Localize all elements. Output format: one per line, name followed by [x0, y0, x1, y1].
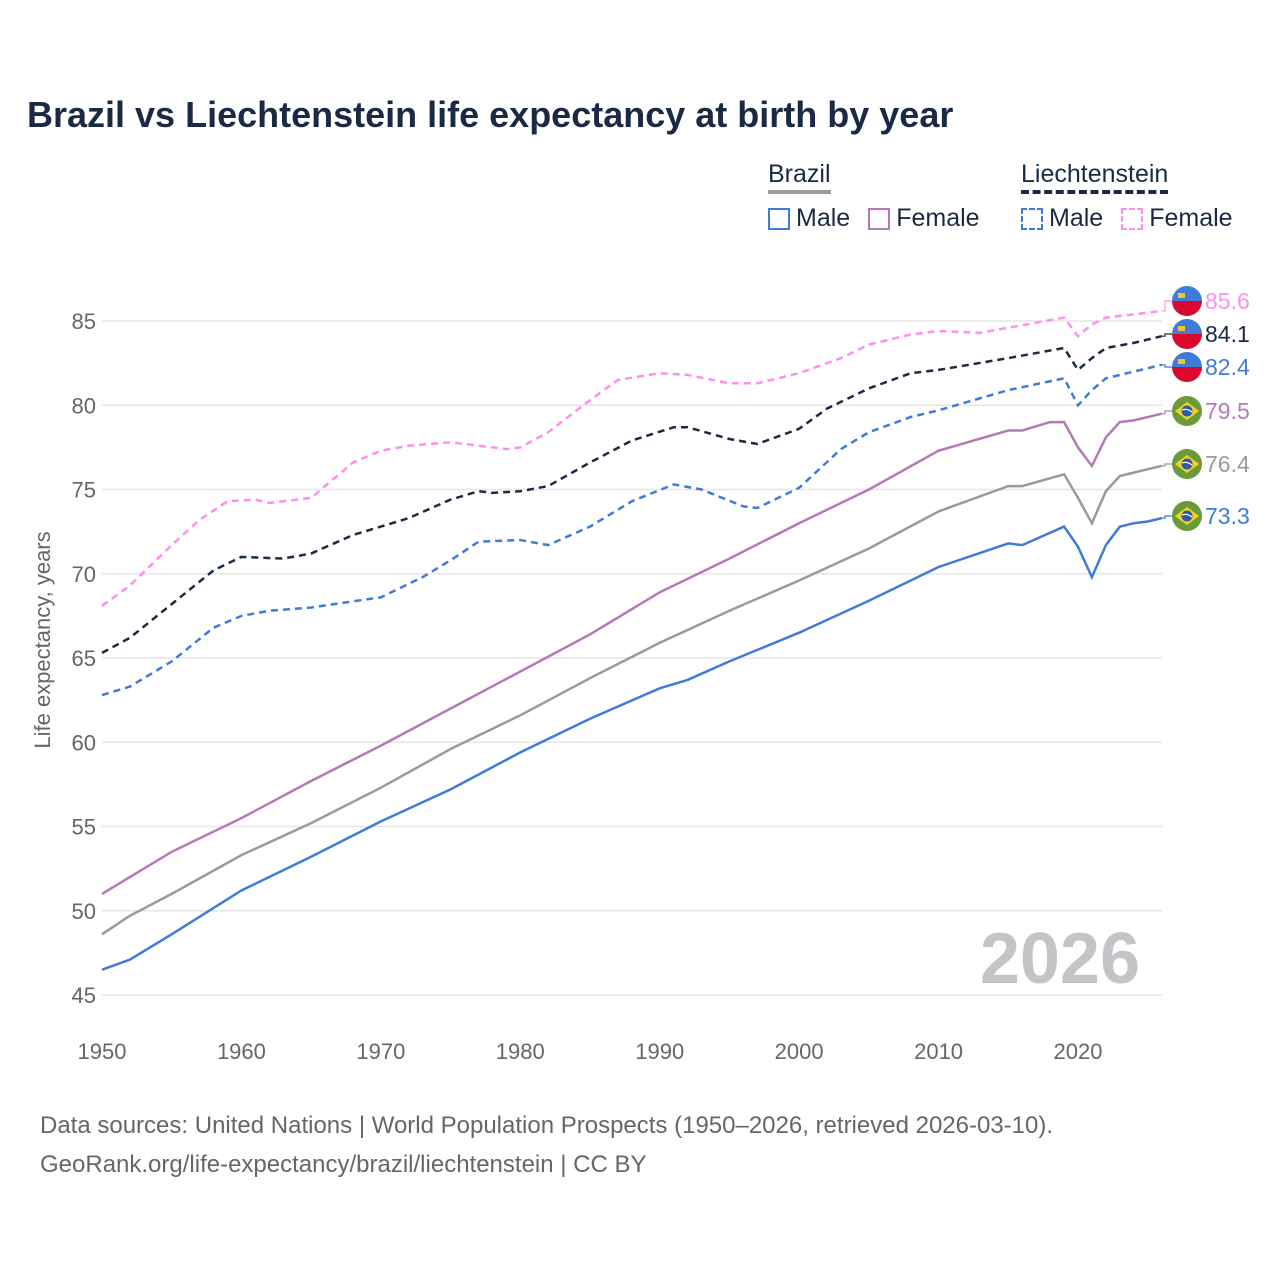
series-line-liechtenstein-female [101, 309, 1162, 607]
brazil-flag-icon [1172, 396, 1202, 426]
legend-item-liechtenstein-male[interactable]: Male [1021, 204, 1103, 233]
y-tick-label: 75 [72, 478, 96, 503]
legend-item-brazil-male[interactable]: Male [768, 204, 850, 233]
legend-liechtenstein-heading: Liechtenstein [1021, 160, 1169, 194]
legend-label: Male [796, 204, 851, 232]
liechtenstein-flag-icon [1172, 319, 1202, 349]
x-tick-label: 2020 [1054, 1039, 1103, 1064]
legend-label: Male [1049, 204, 1104, 232]
end-value-label: 84.1 [1205, 321, 1250, 347]
liechtenstein-flag-icon [1172, 352, 1202, 382]
legend-brazil-heading: Brazil [768, 160, 831, 194]
x-tick-label: 1990 [635, 1039, 684, 1064]
x-tick-label: 1950 [78, 1039, 127, 1064]
y-tick-label: 55 [72, 815, 96, 840]
y-tick-label: 85 [72, 309, 96, 334]
y-tick-label: 65 [72, 646, 96, 671]
series-line-brazil-female [101, 412, 1162, 895]
y-tick-label: 70 [72, 562, 96, 587]
end-value-label: 76.4 [1205, 451, 1250, 477]
x-tick-label: 1980 [496, 1039, 545, 1064]
legend-item-liechtenstein-female[interactable]: Female [1121, 204, 1233, 233]
x-tick-label: 1960 [217, 1039, 266, 1064]
end-value-label: 82.4 [1205, 354, 1250, 380]
end-connector [1161, 364, 1172, 368]
y-tick-label: 80 [72, 393, 96, 418]
y-axis-label: Life expectancy, years [30, 531, 55, 748]
brazil-flag-icon [1172, 501, 1202, 531]
legend-item-brazil-female[interactable]: Female [868, 204, 980, 233]
end-connector [1161, 300, 1172, 312]
legend-swatch [868, 207, 891, 230]
chart-title: Brazil vs Liechtenstein life expectancy … [27, 94, 954, 135]
source-line-1: Data sources: United Nations | World Pop… [40, 1112, 1054, 1139]
end-connector [1161, 463, 1172, 467]
end-connector [1161, 333, 1172, 337]
legend-label: Female [1149, 204, 1233, 232]
y-tick-label: 45 [72, 983, 96, 1008]
end-value-label: 79.5 [1205, 398, 1250, 424]
end-value-label: 73.3 [1205, 503, 1250, 529]
y-tick-label: 50 [72, 899, 96, 924]
y-tick-label: 60 [72, 730, 96, 755]
source-line-2[interactable]: GeoRank.org/life-expectancy/brazil/liech… [40, 1151, 647, 1178]
end-value-label: 85.6 [1205, 288, 1250, 314]
legend-swatch [1021, 207, 1043, 230]
x-tick-label: 1970 [356, 1039, 405, 1064]
series-line-brazil-male [101, 516, 1162, 971]
brazil-flag-icon [1172, 449, 1202, 479]
legend-group-brazil: Brazil Male Female [768, 160, 980, 233]
series-line-liechtenstein-male [101, 363, 1162, 697]
year-watermark: 2026 [980, 919, 1140, 999]
source-note: Data sources: United Nations | World Pop… [40, 1106, 1053, 1184]
end-connector [1161, 410, 1172, 415]
series-line-brazil-total [101, 464, 1162, 936]
x-tick-label: 2010 [914, 1039, 963, 1064]
x-tick-label: 2000 [775, 1039, 824, 1064]
series-line-liechtenstein-total [101, 334, 1162, 654]
legend-swatch [1121, 207, 1144, 230]
legend-group-liechtenstein: Liechtenstein Male Female [1021, 160, 1233, 233]
end-connector [1161, 515, 1172, 519]
legend-label: Female [896, 204, 980, 232]
legend-swatch [768, 207, 790, 230]
liechtenstein-flag-icon [1172, 286, 1202, 316]
